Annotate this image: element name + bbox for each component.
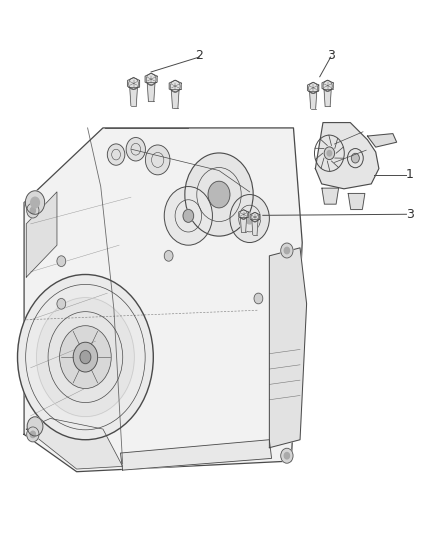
- Circle shape: [254, 293, 263, 304]
- Polygon shape: [145, 73, 157, 85]
- Circle shape: [30, 207, 35, 214]
- Polygon shape: [307, 82, 319, 93]
- Polygon shape: [24, 128, 302, 472]
- Circle shape: [57, 298, 66, 309]
- Circle shape: [80, 351, 91, 364]
- Circle shape: [107, 144, 125, 165]
- Circle shape: [281, 448, 293, 463]
- Circle shape: [31, 197, 39, 208]
- Circle shape: [230, 195, 269, 243]
- Polygon shape: [147, 84, 155, 101]
- Polygon shape: [130, 88, 138, 106]
- Circle shape: [60, 326, 111, 389]
- Polygon shape: [367, 134, 397, 147]
- Circle shape: [145, 145, 170, 175]
- Polygon shape: [315, 123, 379, 189]
- Circle shape: [126, 138, 145, 161]
- Text: 3: 3: [327, 50, 335, 62]
- Polygon shape: [252, 221, 258, 235]
- Circle shape: [164, 251, 173, 261]
- Polygon shape: [240, 218, 247, 232]
- Polygon shape: [348, 193, 365, 209]
- Circle shape: [18, 274, 153, 440]
- Polygon shape: [127, 77, 140, 90]
- Circle shape: [245, 213, 254, 224]
- Polygon shape: [26, 192, 57, 277]
- Circle shape: [30, 431, 35, 438]
- Circle shape: [27, 427, 39, 442]
- Polygon shape: [169, 80, 181, 92]
- Circle shape: [57, 256, 66, 266]
- Polygon shape: [239, 209, 248, 219]
- Polygon shape: [322, 80, 333, 91]
- Circle shape: [324, 147, 335, 159]
- Polygon shape: [269, 248, 307, 448]
- Circle shape: [208, 181, 230, 208]
- Circle shape: [27, 417, 43, 436]
- Circle shape: [327, 150, 332, 156]
- Circle shape: [27, 203, 39, 218]
- Polygon shape: [324, 90, 331, 107]
- Polygon shape: [171, 91, 179, 108]
- Circle shape: [164, 187, 212, 245]
- Circle shape: [183, 209, 194, 222]
- Circle shape: [36, 297, 134, 417]
- Polygon shape: [250, 212, 260, 222]
- Polygon shape: [310, 92, 317, 109]
- Polygon shape: [26, 418, 123, 469]
- Circle shape: [73, 342, 98, 372]
- Circle shape: [185, 153, 253, 236]
- Circle shape: [284, 453, 290, 459]
- Text: 1: 1: [406, 168, 413, 181]
- Polygon shape: [322, 188, 339, 204]
- Circle shape: [25, 191, 45, 214]
- Circle shape: [351, 154, 359, 163]
- Circle shape: [281, 243, 293, 258]
- Text: 2: 2: [195, 50, 203, 62]
- Circle shape: [284, 247, 290, 254]
- Text: 3: 3: [406, 208, 413, 221]
- Polygon shape: [120, 440, 272, 470]
